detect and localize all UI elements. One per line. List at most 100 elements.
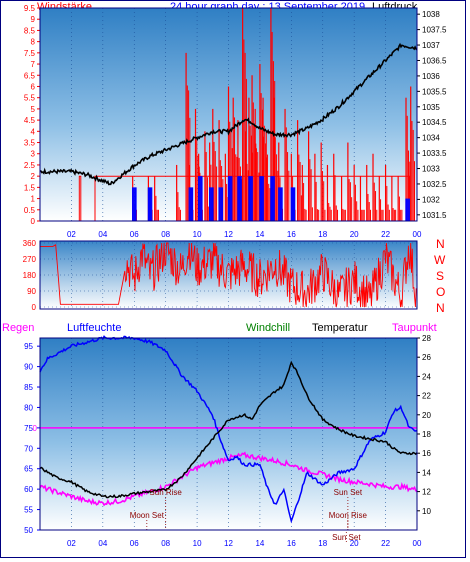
direction-tick-label: 90	[27, 287, 36, 296]
wind-left-tick-label: 0	[31, 217, 36, 226]
rain-value-label: 0	[33, 424, 38, 433]
sunrise-label: Sun Rise	[149, 488, 182, 497]
direction-letter-o: O	[436, 285, 446, 299]
pressure-right-tick-label: 1035	[422, 103, 440, 112]
temp-x-tick-label: 06	[130, 539, 139, 548]
wind-left-tick-label: 8	[31, 38, 36, 47]
temp-x-tick-label: 10	[193, 539, 202, 548]
humidity-tick-label: 65	[24, 465, 33, 474]
temp-tick-label: 26	[422, 353, 431, 362]
wind-x-tick-label: 08	[161, 230, 170, 239]
pressure-right-tick-label: 1035.5	[422, 87, 447, 96]
humidity-tick-label: 95	[24, 342, 33, 351]
wind-left-tick-label: 4.5	[24, 116, 36, 125]
windchill-header: Windchill	[246, 322, 291, 334]
pressure-right-tick-label: 1038	[422, 10, 440, 19]
temp-tick-label: 16	[422, 449, 431, 458]
wind-left-tick-label: 2	[31, 172, 36, 181]
wind-panel-border	[39, 7, 418, 222]
wind-left-tick-label: 3	[31, 150, 36, 159]
humidity-line	[39, 335, 418, 524]
temp-tick-label: 24	[422, 372, 431, 381]
direction-tick-label: 360	[23, 239, 37, 248]
wind-left-tick-label: 5.5	[24, 94, 36, 103]
temperature-line	[39, 360, 418, 499]
temp-x-tick-label: 22	[381, 539, 390, 548]
wind-left-tick-label: 2.5	[24, 161, 36, 170]
dewpoint-header: Taupunkt	[392, 322, 437, 334]
wind-left-tick-label: 6	[31, 82, 36, 91]
wind-x-tick-label: 00	[413, 230, 422, 239]
humidity-tick-label: 55	[24, 506, 33, 515]
pressure-right-tick-label: 1034.5	[422, 118, 447, 127]
direction-letter-s: S	[436, 269, 445, 283]
humidity-tick-label: 85	[24, 383, 33, 392]
moonset-label: Moon Set	[130, 511, 165, 520]
wind-x-tick-label: 12	[224, 230, 233, 239]
humidity-header: Luftfeuchte	[67, 322, 122, 334]
humidity-tick-label: 75	[24, 424, 33, 433]
wind-x-tick-label: 20	[350, 230, 359, 239]
wind-left-tick-label: 1	[31, 195, 36, 204]
temp-x-tick-label: 16	[287, 539, 296, 548]
temp-x-tick-label: 14	[255, 539, 264, 548]
direction-panel-border	[39, 240, 418, 310]
wind-left-tick-label: 9	[31, 15, 36, 24]
direction-tick-label: 180	[23, 271, 37, 280]
sunset-bottom-label: Sun Set	[332, 533, 361, 542]
direction-letter-w: W	[434, 253, 446, 267]
wind-x-tick-label: 02	[67, 230, 76, 239]
wind-x-tick-label: 18	[318, 230, 327, 239]
temp-x-tick-label: 20	[350, 539, 359, 548]
temp-x-tick-label: 18	[318, 539, 327, 548]
pressure-right-tick-label: 1037.5	[422, 26, 447, 35]
humidity-tick-label: 70	[24, 444, 33, 453]
wind-left-tick-label: 6.5	[24, 71, 36, 80]
temp-tick-label: 20	[422, 411, 431, 420]
pressure-right-tick-label: 1033.5	[422, 149, 447, 158]
direction-line	[40, 242, 417, 308]
temp-panel-border	[39, 337, 418, 531]
temp-x-tick-label: 08	[161, 539, 170, 548]
wind-x-tick-label: 22	[381, 230, 390, 239]
pressure-right-tick-label: 1036	[422, 72, 440, 81]
pressure-line	[39, 42, 418, 186]
direction-letter-n-top: N	[436, 237, 445, 251]
humidity-tick-label: 60	[24, 485, 33, 494]
direction-tick-label: 270	[23, 255, 37, 264]
wind-left-tick-label: 9.5	[24, 4, 36, 13]
wind-x-tick-label: 10	[193, 230, 202, 239]
pressure-right-tick-label: 1031.5	[422, 211, 447, 220]
pressure-right-tick-label: 1036.5	[422, 56, 447, 65]
pressure-right-tick-label: 1037	[422, 41, 440, 50]
wind-x-tick-label: 16	[287, 230, 296, 239]
temp-x-tick-label: 04	[98, 539, 107, 548]
wind-left-tick-label: 1.5	[24, 183, 36, 192]
temp-tick-label: 10	[422, 507, 431, 516]
wind-x-tick-label: 06	[130, 230, 139, 239]
wind-left-tick-label: 5	[31, 105, 36, 114]
temp-tick-label: 28	[422, 334, 431, 343]
temp-x-tick-label: 00	[413, 539, 422, 548]
pressure-right-tick-label: 1032	[422, 195, 440, 204]
rain-header: Regen	[2, 322, 35, 334]
humidity-tick-label: 50	[24, 526, 33, 535]
wind-x-tick-label: 04	[98, 230, 107, 239]
wind-left-tick-label: 3.5	[24, 139, 36, 148]
wind-left-tick-label: 7	[31, 60, 36, 69]
temp-tick-label: 12	[422, 488, 431, 497]
pressure-right-tick-label: 1032.5	[422, 180, 447, 189]
pressure-right-tick-label: 1034	[422, 134, 440, 143]
temp-tick-label: 18	[422, 430, 431, 439]
temp-x-tick-label: 02	[67, 539, 76, 548]
wind-x-tick-label: 14	[255, 230, 264, 239]
wind-left-tick-label: 4	[31, 127, 36, 136]
wind-left-tick-label: 8.5	[24, 26, 36, 35]
humidity-tick-label: 90	[24, 363, 33, 372]
temp-tick-label: 14	[422, 468, 431, 477]
pressure-right-tick-label: 1033	[422, 165, 440, 174]
temperature-header: Temperatur	[312, 322, 368, 334]
direction-tick-label: 0	[32, 303, 37, 312]
